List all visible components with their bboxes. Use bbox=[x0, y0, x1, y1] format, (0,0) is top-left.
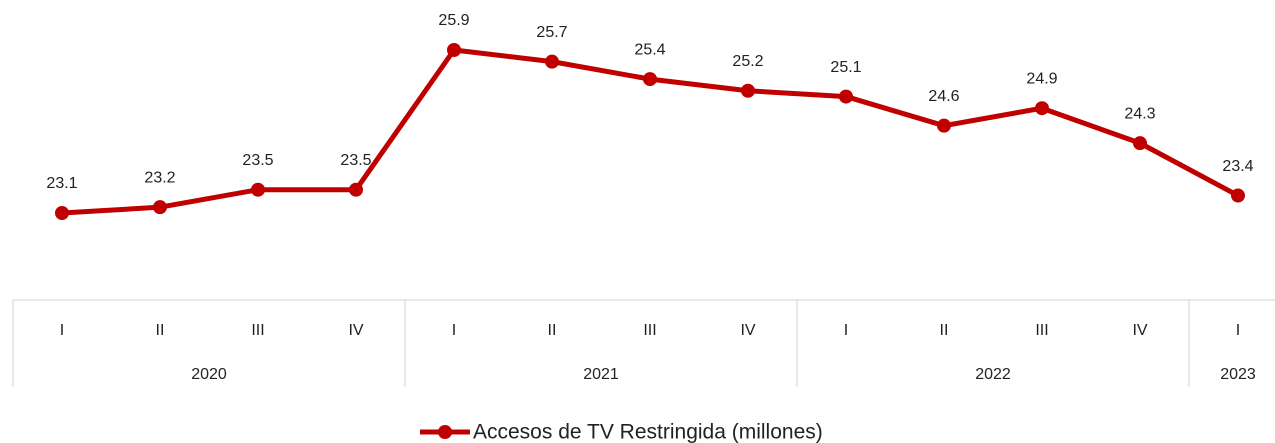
x-tick-label: IV bbox=[348, 322, 363, 339]
marker bbox=[839, 89, 853, 104]
marker bbox=[741, 83, 755, 98]
data-label: 23.4 bbox=[1222, 158, 1253, 175]
x-group-label: 2023 bbox=[1220, 366, 1256, 383]
marker bbox=[937, 118, 951, 133]
marker bbox=[1231, 188, 1245, 203]
data-label: 25.1 bbox=[830, 59, 861, 76]
x-tick-label: IV bbox=[1132, 322, 1147, 339]
data-label: 23.1 bbox=[46, 175, 77, 192]
data-label: 24.6 bbox=[928, 88, 959, 105]
x-tick-label: II bbox=[940, 322, 949, 339]
marker bbox=[447, 43, 461, 57]
x-group-label: 2021 bbox=[583, 366, 619, 383]
data-label: 24.9 bbox=[1026, 70, 1057, 87]
marker bbox=[1035, 101, 1049, 116]
x-tick-label: II bbox=[548, 322, 557, 339]
x-tick-label: III bbox=[251, 322, 264, 339]
data-label: 23.5 bbox=[340, 152, 371, 169]
x-tick-label: II bbox=[156, 322, 165, 339]
x-group-label: 2020 bbox=[191, 366, 227, 383]
marker bbox=[643, 72, 657, 87]
x-tick-label: I bbox=[60, 322, 64, 339]
marker bbox=[545, 54, 559, 69]
marker bbox=[349, 182, 363, 197]
legend-marker bbox=[438, 425, 452, 439]
x-tick-label: I bbox=[452, 322, 456, 339]
marker bbox=[251, 182, 265, 197]
x-group-label: 2022 bbox=[975, 366, 1011, 383]
data-label: 25.4 bbox=[634, 41, 665, 58]
marker bbox=[153, 200, 167, 215]
x-tick-label: III bbox=[643, 322, 656, 339]
data-label: 23.2 bbox=[144, 169, 175, 186]
x-tick-label: IV bbox=[740, 322, 755, 339]
x-tick-label: I bbox=[844, 322, 848, 339]
data-label: 25.7 bbox=[536, 24, 567, 41]
marker bbox=[1133, 136, 1147, 151]
legend-label: Accesos de TV Restringida (millones) bbox=[473, 421, 823, 443]
data-label: 24.3 bbox=[1124, 105, 1155, 122]
x-tick-label: III bbox=[1035, 322, 1048, 339]
x-tick-label: I bbox=[1236, 322, 1240, 339]
data-label: 25.9 bbox=[438, 12, 469, 29]
marker bbox=[55, 206, 69, 220]
data-label: 23.5 bbox=[242, 152, 273, 169]
data-label: 25.2 bbox=[732, 53, 763, 70]
